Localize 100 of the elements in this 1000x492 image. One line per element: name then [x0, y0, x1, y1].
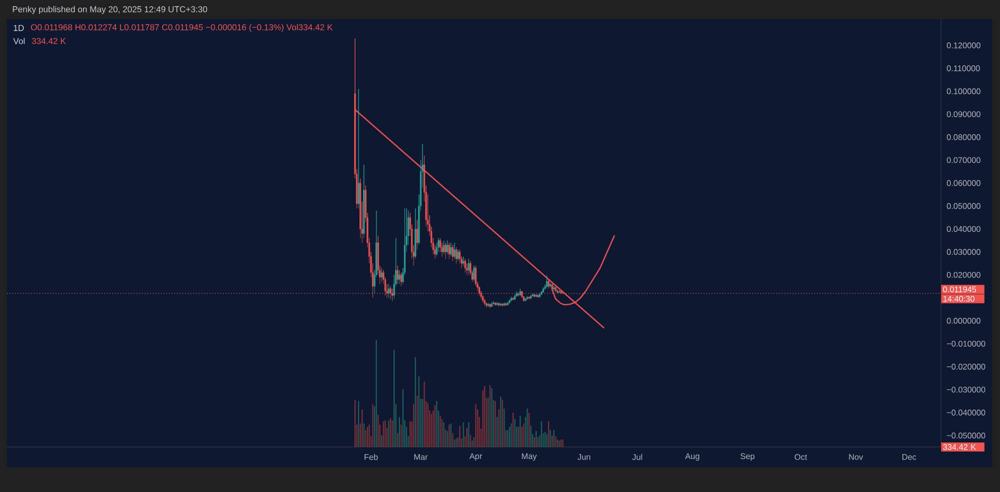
y-tick-label: −0.030000 [946, 386, 986, 393]
candlestick [416, 220, 418, 250]
y-tick-label: 0.080000 [946, 134, 980, 140]
candlestick [498, 302, 500, 307]
candlestick [500, 302, 502, 306]
x-tick-label: Feb [364, 454, 378, 460]
candlestick [512, 296, 514, 301]
candlestick [506, 302, 509, 306]
candlestick [443, 240, 445, 254]
annotation: 334.42 K [32, 38, 66, 44]
candlestick [438, 238, 440, 252]
candlestick [553, 286, 555, 292]
candlestick [516, 291, 518, 298]
candlestick [510, 296, 512, 302]
candlestick [535, 294, 537, 298]
candlestick [505, 302, 507, 306]
x-tick-label: Dec [902, 454, 916, 460]
candlestick [444, 242, 446, 260]
candlestick [358, 88, 360, 209]
y-tick-label: −0.040000 [946, 410, 986, 416]
y-tick-label: 0.060000 [946, 180, 980, 186]
candlestick [360, 178, 362, 238]
candlestick [380, 268, 382, 282]
candlestick [489, 303, 491, 308]
candlestick [546, 275, 548, 288]
candlestick [503, 302, 506, 306]
x-tick-label: Jun [578, 454, 590, 460]
candlestick [392, 288, 394, 302]
candlestick [537, 294, 539, 298]
x-tick-label: Nov [849, 454, 864, 460]
candlestick [452, 244, 454, 262]
candlestick [455, 247, 458, 264]
candlestick [530, 294, 532, 300]
y-tick-label: 0.000000 [946, 318, 980, 324]
y-tick-label: 0.030000 [946, 249, 980, 255]
candlestick [494, 302, 496, 306]
candlestick [514, 294, 516, 300]
candlestick [400, 272, 402, 287]
candlestick [396, 265, 398, 284]
candlestick [508, 299, 510, 304]
candlestick [363, 164, 365, 238]
y-tick-label: −0.020000 [946, 364, 986, 370]
y-tick-label: 0.110000 [946, 65, 980, 72]
x-tick-label: Jul [632, 454, 642, 460]
candlestick [542, 287, 544, 294]
candlestick [526, 296, 528, 300]
candlestick [398, 270, 400, 284]
ref-line-label: 0.011945 [943, 286, 976, 292]
y-tick-label: −0.010000 [946, 340, 986, 347]
candlestick [473, 265, 475, 282]
candlestick [487, 302, 490, 308]
x-tick-label: Aug [685, 453, 700, 461]
y-tick-label: 0.090000 [946, 111, 980, 118]
candlestick [496, 302, 498, 306]
candlestick [538, 293, 541, 298]
text: Penky published on May 20, 2025 12:49 UTC+3:30 [12, 6, 208, 14]
candlestick [482, 295, 484, 303]
candlestick [450, 242, 452, 257]
candlestick [550, 282, 552, 288]
x-tick-label: May [522, 453, 537, 461]
candlestick [466, 263, 468, 276]
candlestick [492, 301, 494, 305]
candlestick [390, 286, 392, 300]
text: 14:40:30 [943, 296, 974, 302]
candlestick [439, 238, 442, 252]
x-tick-label: Oct [794, 454, 808, 460]
candlestick [558, 290, 560, 294]
candlestick [540, 290, 542, 296]
y-tick-label: 0.020000 [946, 272, 980, 278]
candlestick [446, 240, 448, 254]
y-tick-label: −0.050000 [946, 432, 986, 438]
y-tick-label: 0.050000 [946, 203, 980, 209]
candlestick [388, 284, 390, 298]
candlestick [548, 278, 550, 289]
candlestick [468, 258, 470, 276]
candlestick [464, 258, 466, 273]
candlestick [458, 249, 461, 264]
annotation: O0.011968 H0.012274 L0.011787 C0.011945 −0.000016 (−0.13%) Vol334.42 K [31, 24, 333, 32]
candlestick [454, 242, 456, 260]
candlestick [532, 293, 534, 298]
y-tick-label: 0.070000 [946, 157, 980, 164]
candlestick [524, 298, 526, 302]
candlestick [519, 288, 521, 296]
candlestick [484, 298, 486, 306]
y-tick-label: 0.120000 [946, 42, 980, 48]
candlestick [490, 302, 493, 308]
candlestick [502, 303, 504, 307]
candlestick [486, 302, 488, 308]
x-tick-label: Sep [740, 453, 754, 461]
x-tick-label: Apr [469, 453, 482, 461]
text: 334.42 K [943, 444, 976, 450]
text: 1D [14, 25, 24, 31]
y-tick-label: 0.040000 [946, 226, 980, 232]
candlestick [448, 242, 450, 260]
chart-title: Vol [13, 38, 25, 44]
candlestick [462, 256, 464, 266]
x-tick-label: Mar [414, 454, 428, 460]
candlestick [528, 296, 530, 300]
candlestick [474, 265, 477, 287]
y-tick-label: 0.100000 [946, 88, 980, 94]
